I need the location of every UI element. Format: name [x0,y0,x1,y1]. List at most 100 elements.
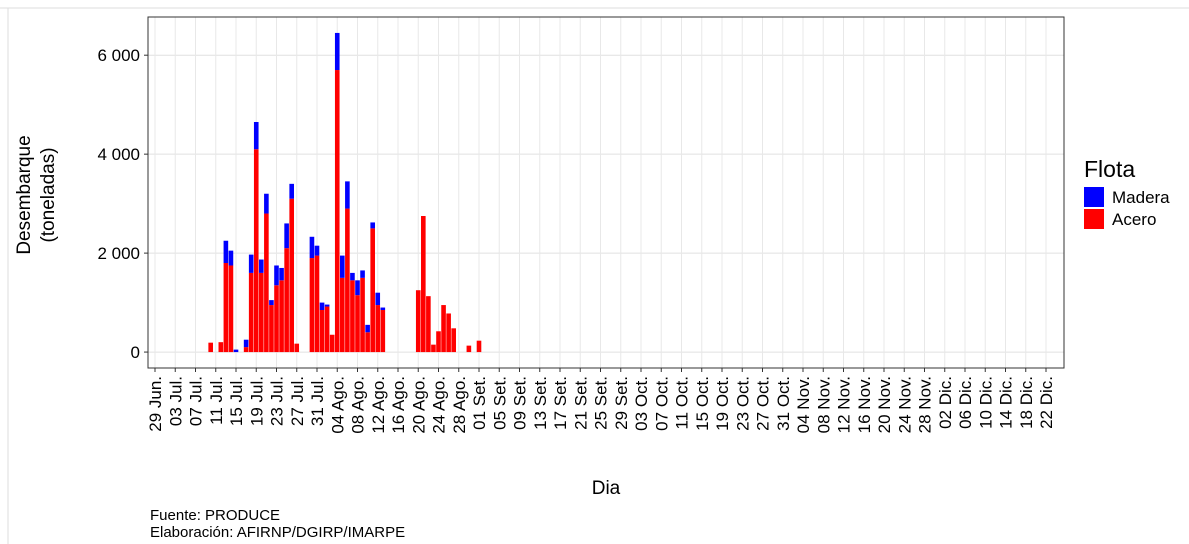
bar [228,250,234,266]
legend-key [1084,187,1104,207]
bar [274,285,279,353]
x-tick-label: 05 Set. [490,376,509,430]
x-tick-label: 14 Dic. [997,376,1016,429]
bar [426,296,431,353]
bar [208,342,213,353]
x-tick-label: 15 Oct. [693,376,712,431]
bar [436,331,441,353]
x-tick-label: 23 Oct. [733,376,752,431]
bar [309,236,315,259]
y-axis-title: Desembarque [14,135,35,254]
x-tick-label: 20 Nov. [875,376,894,433]
bar [264,213,269,353]
x-tick-label: 18 Dic. [1017,376,1036,429]
x-tick-label: 01 Set. [470,376,489,430]
bar [289,183,294,199]
bar [334,32,340,71]
y-tick-label: 6 000 [97,46,140,65]
bar [319,302,325,311]
x-tick-label: 02 Dic. [936,376,955,429]
x-tick-label: 11 Oct. [673,376,692,430]
bar [309,258,315,353]
x-tick-label: 24 Ago. [430,376,449,434]
x-tick-label: 12 Ago. [369,376,388,434]
footnote: Elaboración: AFIRNP/DGIRP/IMARPE [150,524,405,541]
bar [274,265,279,286]
bar [324,306,330,353]
bar [223,263,229,353]
bar [476,340,482,353]
bar [365,332,370,353]
x-tick-label: 03 Jul. [166,376,185,426]
bar [360,270,365,278]
bar [289,198,294,353]
bar [243,339,249,348]
bar [259,272,264,353]
x-tick-label: 15 Jul. [227,376,246,426]
bar [334,70,340,353]
bar [259,259,264,273]
bar [228,265,234,353]
bar [294,343,300,353]
x-tick-label: 25 Set. [592,376,611,430]
bar [314,245,320,256]
bar [375,292,381,306]
x-tick-label: 28 Ago. [450,376,469,434]
bar [350,272,355,281]
x-tick-label: 13 Set. [531,376,550,430]
bar [269,305,274,353]
bar [324,304,330,307]
x-tick-label: 09 Set. [511,376,530,430]
footnote: Fuente: PRODUCE [150,507,280,524]
bar [314,255,320,353]
bar [253,121,259,150]
bar [243,347,249,353]
x-tick-label: 19 Jul. [247,376,266,426]
x-tick-label: 08 Nov. [814,376,833,433]
y-axis-title: (toneladas) [38,147,59,242]
x-tick-label: 19 Oct. [713,376,732,431]
x-tick-label: 28 Nov. [916,376,935,433]
bar [248,272,254,353]
x-axis-title: Dia [592,478,621,499]
x-tick-label: 16 Ago. [389,376,408,434]
bar [329,334,335,353]
x-tick-label: 27 Jul. [288,376,307,426]
x-tick-label: 21 Set. [571,376,590,430]
x-tick-label: 06 Dic. [956,376,975,429]
x-tick-label: 08 Ago. [349,376,368,434]
legend-label: Madera [1112,188,1170,207]
x-tick-label: 23 Jul. [268,376,287,426]
bar [279,280,284,353]
bar [370,228,375,353]
x-tick-label: 07 Jul. [187,376,206,426]
x-tick-label: 16 Nov. [855,376,874,433]
x-tick-label: 24 Nov. [895,376,914,433]
bar [365,324,370,333]
bar [370,222,375,229]
bar [355,280,360,296]
bar [380,307,386,311]
bar [345,181,350,209]
bar [218,342,224,353]
x-tick-label: 31 Jul. [308,376,327,426]
x-tick-label: 03 Oct. [632,376,651,431]
bar [421,216,426,353]
bar [248,254,254,273]
bar [451,328,456,353]
legend-title: Flota [1084,156,1135,182]
bar [466,345,472,353]
bar [355,295,360,353]
bar [431,344,436,353]
x-tick-label: 11 Jul. [207,376,226,425]
bar [340,255,345,278]
y-tick-label: 0 [131,343,140,362]
legend: Madera Acero [1084,187,1170,229]
bar [233,349,239,353]
legend-label: Acero [1112,210,1156,229]
bar [269,300,274,306]
bar [360,277,365,353]
x-tick-label: 29 Set. [612,376,631,430]
